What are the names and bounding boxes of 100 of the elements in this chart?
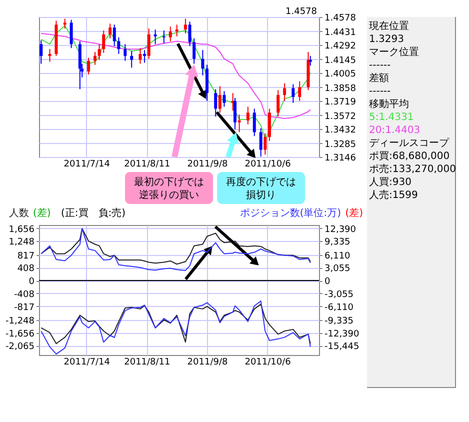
text: 再度の下げでは損切り (226, 176, 296, 201)
candlestick (192, 38, 196, 64)
candlestick (40, 40, 43, 64)
y2-tick-label: -9,335 (324, 316, 354, 326)
candlestick (147, 28, 150, 60)
y-tick-label: -408 (14, 290, 35, 300)
candlestick (87, 57, 90, 75)
candlestick (175, 24, 178, 37)
text: 5:1.4331 (369, 112, 414, 123)
text: 差額 (369, 72, 389, 84)
candlestick (234, 97, 236, 130)
candlestick (188, 21, 192, 47)
candlestick (252, 108, 256, 137)
y-tick-label: -2,065 (5, 342, 34, 352)
y2-tick-label: 3,055 (324, 264, 350, 274)
y-tick-label: 1,248 (8, 238, 35, 248)
candlestick (222, 90, 226, 108)
candlestick (102, 30, 106, 54)
candlestick (168, 26, 172, 42)
candlestick (94, 52, 96, 66)
y-tick-label: 1.3146 (324, 154, 356, 164)
candlestick (238, 114, 241, 133)
candlestick (48, 48, 52, 62)
text: 最初の下げでは逆張りの買い (134, 176, 204, 201)
candlestick (184, 18, 187, 34)
text: ------ (369, 86, 392, 97)
candlestick (108, 23, 112, 39)
y-tick-label: 817 (17, 251, 34, 262)
x-tick-label: 2011/8/11 (124, 160, 170, 170)
text: ------ (369, 60, 392, 71)
text: 20:1.4403 (369, 125, 420, 136)
candlestick (283, 82, 286, 102)
text: ポ売:133,270,000 (369, 163, 456, 175)
y-tick-label: 1.3572 (324, 112, 356, 122)
y2-tick-label: -6,110 (324, 302, 354, 313)
candlestick (112, 24, 116, 47)
y2-tick-label: -3,055 (324, 290, 354, 300)
y2-tick-label: 6,110 (324, 251, 351, 262)
line-series (40, 304, 311, 344)
y-tick-label: -817 (14, 302, 34, 313)
candlestick (70, 19, 73, 49)
y2-tick-label: 9,335 (324, 238, 350, 248)
y-tick-label: 1.4578 (324, 14, 356, 24)
y-tick-label: 408 (17, 264, 35, 274)
candlestick (201, 50, 204, 76)
y-tick-label: 1.3858 (324, 84, 356, 94)
candlestick (124, 44, 127, 62)
y-tick-label: 1,656 (8, 224, 35, 235)
y-tick-label: 1.4431 (324, 28, 356, 38)
y2-tick-label: -12,390 (324, 329, 360, 340)
text: 人買:930 (369, 177, 412, 188)
candlestick (292, 84, 295, 104)
candlestick (246, 106, 250, 125)
candlestick (138, 48, 142, 64)
x-tick-label: 2011/7/14 (64, 358, 110, 368)
candlestick (214, 88, 218, 118)
x-tick-label: 2011/9/8 (187, 358, 228, 368)
y-tick-label: 1.3719 (324, 97, 356, 108)
candlestick (264, 132, 267, 156)
y-tick-label: 1.3432 (324, 126, 356, 136)
text: (差) (33, 207, 51, 219)
text: マーク位置 (369, 46, 419, 58)
text: ポジション数(単位:万) (240, 207, 342, 219)
text: ディールスコープ (369, 137, 450, 149)
x-tick-label: 2011/7/14 (64, 160, 110, 170)
text: 現在位置 (369, 20, 409, 32)
candlestick (117, 36, 120, 54)
line-series (40, 300, 311, 355)
y-tick-label: -1,656 (5, 329, 35, 340)
y2-tick-label: -15,445 (324, 342, 360, 352)
candlestick (130, 50, 134, 68)
candlestick (98, 44, 101, 60)
text: ポ買:68,680,000 (369, 151, 450, 162)
text: 1.4578 (286, 7, 318, 17)
candlestick (308, 55, 312, 66)
y-tick-label: 1.4292 (324, 41, 356, 52)
y-tick-label: -1,248 (5, 316, 35, 326)
candlestick (218, 86, 222, 114)
candlestick (143, 50, 146, 64)
x-tick-label: 2011/10/6 (244, 160, 292, 170)
y-tick-label: 1.3285 (324, 140, 356, 150)
y-tick-label: 1.4145 (324, 56, 356, 66)
y-tick-label: 1.4005 (324, 70, 356, 80)
candlestick (259, 128, 262, 158)
y-tick-label: 0 (28, 277, 35, 288)
x-tick-label: 2011/9/8 (187, 160, 228, 170)
text: 1.3293 (369, 34, 404, 45)
candlestick (298, 80, 302, 102)
text: (差) (345, 207, 364, 219)
text: 人売:1599 (369, 189, 418, 201)
text: 移動平均 (369, 98, 409, 110)
text: 人数 (9, 208, 29, 219)
candlestick (63, 18, 66, 30)
candlestick (154, 29, 157, 45)
candlestick (276, 90, 280, 118)
x-tick-label: 2011/10/6 (244, 358, 292, 368)
text: (正:買 負:売) (61, 207, 126, 219)
candlestick (162, 30, 166, 44)
x-tick-label: 2011/8/11 (124, 358, 170, 368)
y2-tick-label: 12,390 (324, 224, 356, 235)
